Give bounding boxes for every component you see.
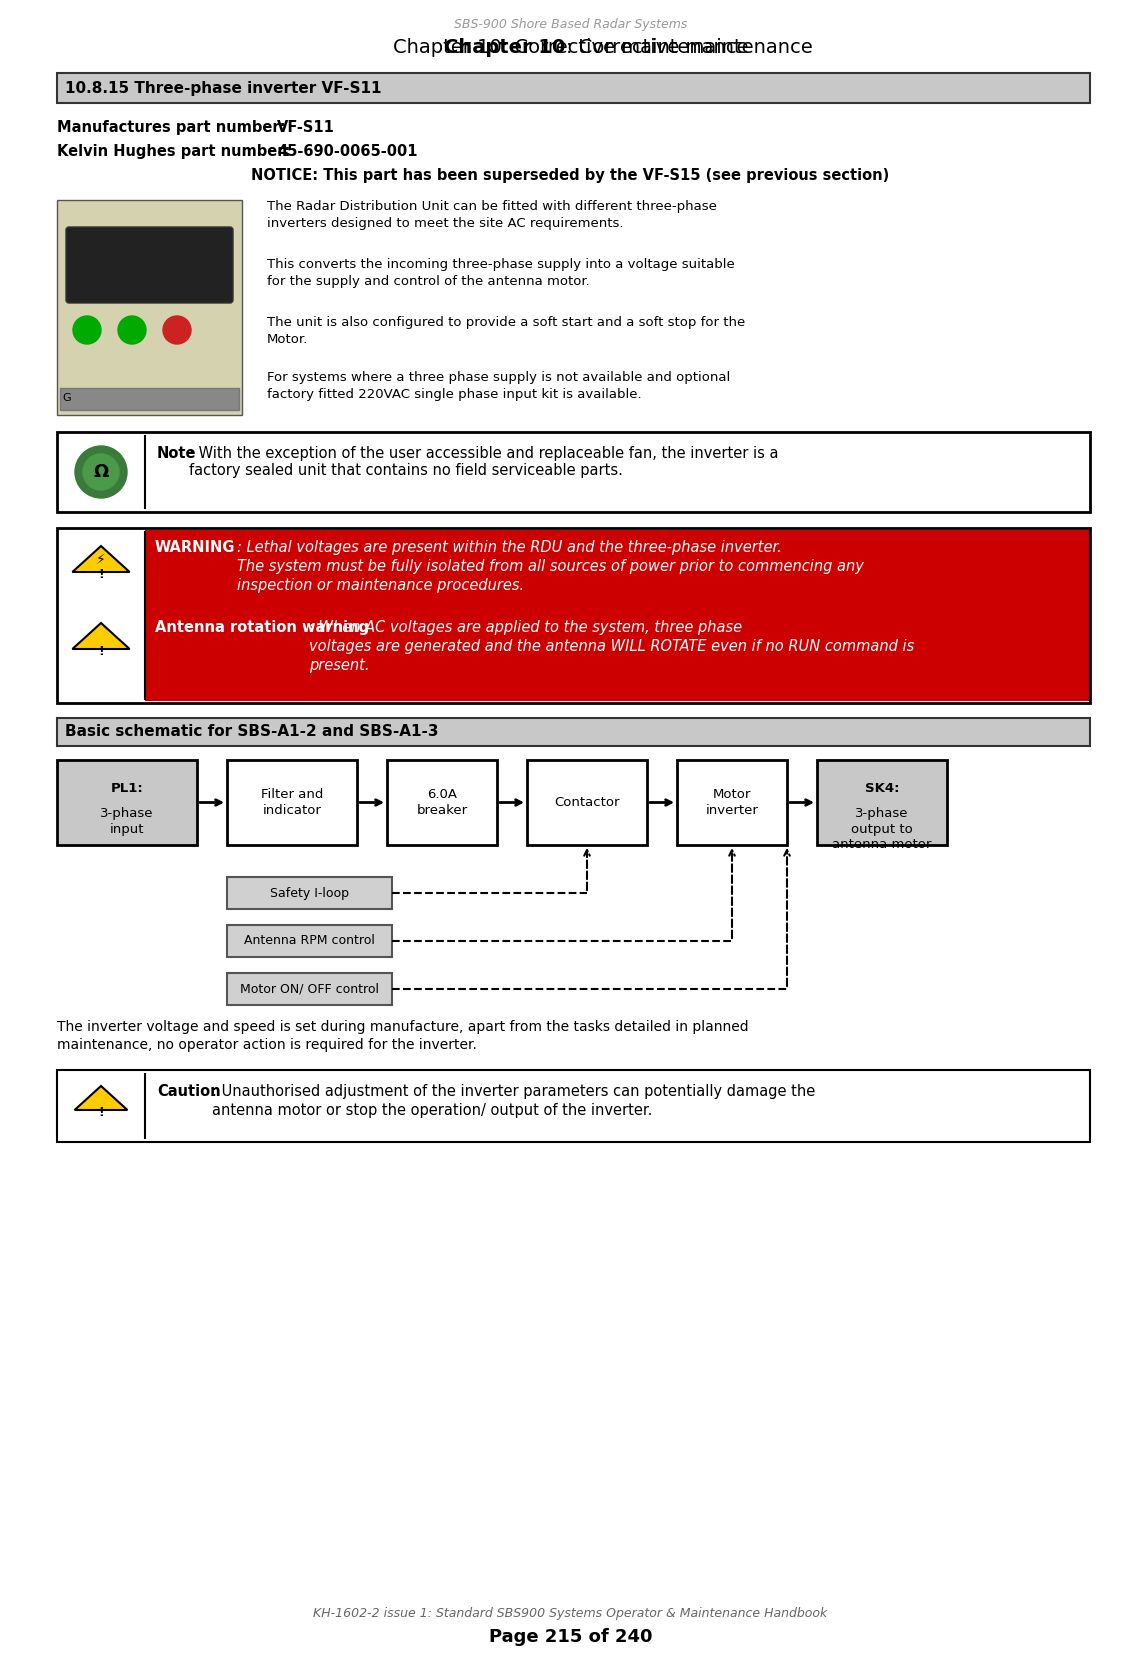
Text: ⚡: ⚡ bbox=[96, 553, 106, 568]
Circle shape bbox=[118, 316, 146, 344]
Text: Kelvin Hughes part number:: Kelvin Hughes part number: bbox=[57, 144, 290, 159]
Text: Manufactures part number:: Manufactures part number: bbox=[57, 121, 285, 136]
Text: The unit is also configured to provide a soft start and a soft stop for the
Moto: The unit is also configured to provide a… bbox=[267, 316, 745, 346]
Text: SK4:: SK4: bbox=[865, 781, 899, 794]
Text: : Lethal voltages are present within the RDU and the three-phase inverter.
The s: : Lethal voltages are present within the… bbox=[237, 540, 864, 594]
Text: 3-phase
input: 3-phase input bbox=[100, 806, 154, 836]
Text: Antenna RPM control: Antenna RPM control bbox=[244, 935, 375, 948]
Text: !: ! bbox=[98, 1106, 104, 1119]
FancyBboxPatch shape bbox=[57, 528, 1090, 703]
FancyBboxPatch shape bbox=[57, 432, 1090, 511]
Text: 10.8.15 Three-phase inverter VF-S11: 10.8.15 Three-phase inverter VF-S11 bbox=[65, 81, 381, 96]
Text: 45-690-0065-001: 45-690-0065-001 bbox=[277, 144, 418, 159]
Text: !: ! bbox=[98, 568, 104, 581]
Text: NOTICE: This part has been superseded by the VF-S15 (see previous section): NOTICE: This part has been superseded by… bbox=[251, 169, 890, 184]
Text: : When AC voltages are applied to the system, three phase
voltages are generated: : When AC voltages are applied to the sy… bbox=[309, 621, 914, 674]
Text: Antenna rotation warning: Antenna rotation warning bbox=[155, 621, 370, 636]
Text: Filter and
indicator: Filter and indicator bbox=[261, 788, 323, 818]
Text: Note: Note bbox=[157, 445, 196, 462]
Text: VF-S11: VF-S11 bbox=[277, 121, 334, 136]
Circle shape bbox=[75, 445, 127, 498]
FancyBboxPatch shape bbox=[66, 227, 233, 303]
Text: !: ! bbox=[98, 645, 104, 659]
Circle shape bbox=[163, 316, 191, 344]
FancyBboxPatch shape bbox=[817, 760, 947, 846]
Polygon shape bbox=[72, 622, 130, 649]
Text: PL1:: PL1: bbox=[111, 781, 144, 794]
FancyBboxPatch shape bbox=[527, 760, 647, 846]
FancyBboxPatch shape bbox=[57, 760, 197, 846]
Text: G: G bbox=[62, 392, 71, 404]
FancyBboxPatch shape bbox=[60, 387, 238, 410]
Text: This converts the incoming three-phase supply into a voltage suitable
for the su: This converts the incoming three-phase s… bbox=[267, 258, 735, 288]
Text: Chapter 10: Corrective maintenance: Chapter 10: Corrective maintenance bbox=[393, 38, 748, 56]
FancyBboxPatch shape bbox=[57, 718, 1090, 746]
FancyBboxPatch shape bbox=[227, 760, 357, 846]
FancyBboxPatch shape bbox=[227, 973, 393, 1005]
Text: WARNING: WARNING bbox=[155, 540, 235, 554]
Text: Safety I-loop: Safety I-loop bbox=[270, 887, 349, 900]
FancyBboxPatch shape bbox=[57, 200, 242, 415]
Text: Chapter 10: Chapter 10 bbox=[444, 38, 566, 56]
Circle shape bbox=[73, 316, 102, 344]
Polygon shape bbox=[72, 546, 130, 573]
Text: : Corrective maintenance: : Corrective maintenance bbox=[566, 38, 812, 56]
Text: Caution: Caution bbox=[157, 1084, 220, 1099]
Text: Ω: Ω bbox=[94, 463, 108, 482]
Text: : With the exception of the user accessible and replaceable fan, the inverter is: : With the exception of the user accessi… bbox=[189, 445, 778, 478]
Text: 6.0A
breaker: 6.0A breaker bbox=[416, 788, 468, 818]
Text: Motor
inverter: Motor inverter bbox=[705, 788, 759, 818]
Text: The inverter voltage and speed is set during manufacture, apart from the tasks d: The inverter voltage and speed is set du… bbox=[57, 1019, 748, 1053]
FancyBboxPatch shape bbox=[677, 760, 787, 846]
FancyBboxPatch shape bbox=[57, 73, 1090, 103]
Text: : Unauthorised adjustment of the inverter parameters can potentially damage the
: : Unauthorised adjustment of the inverte… bbox=[212, 1084, 816, 1119]
Text: The Radar Distribution Unit can be fitted with different three-phase
inverters d: The Radar Distribution Unit can be fitte… bbox=[267, 200, 717, 230]
Text: KH-1602-2 issue 1: Standard SBS900 Systems Operator & Maintenance Handbook: KH-1602-2 issue 1: Standard SBS900 Syste… bbox=[314, 1607, 827, 1620]
Text: For systems where a three phase supply is not available and optional
factory fit: For systems where a three phase supply i… bbox=[267, 371, 730, 401]
FancyBboxPatch shape bbox=[145, 530, 1089, 702]
Text: Page 215 of 240: Page 215 of 240 bbox=[488, 1629, 653, 1647]
FancyBboxPatch shape bbox=[227, 877, 393, 909]
Circle shape bbox=[83, 453, 119, 490]
FancyBboxPatch shape bbox=[57, 1071, 1090, 1142]
Text: SBS-900 Shore Based Radar Systems: SBS-900 Shore Based Radar Systems bbox=[454, 18, 687, 31]
Text: Motor ON/ OFF control: Motor ON/ OFF control bbox=[240, 983, 379, 996]
FancyBboxPatch shape bbox=[227, 925, 393, 957]
Polygon shape bbox=[74, 1086, 128, 1111]
Text: Basic schematic for SBS-A1-2 and SBS-A1-3: Basic schematic for SBS-A1-2 and SBS-A1-… bbox=[65, 725, 438, 740]
Text: Contactor: Contactor bbox=[555, 796, 620, 809]
FancyBboxPatch shape bbox=[387, 760, 497, 846]
Text: 3-phase
output to
antenna motor: 3-phase output to antenna motor bbox=[832, 806, 932, 852]
